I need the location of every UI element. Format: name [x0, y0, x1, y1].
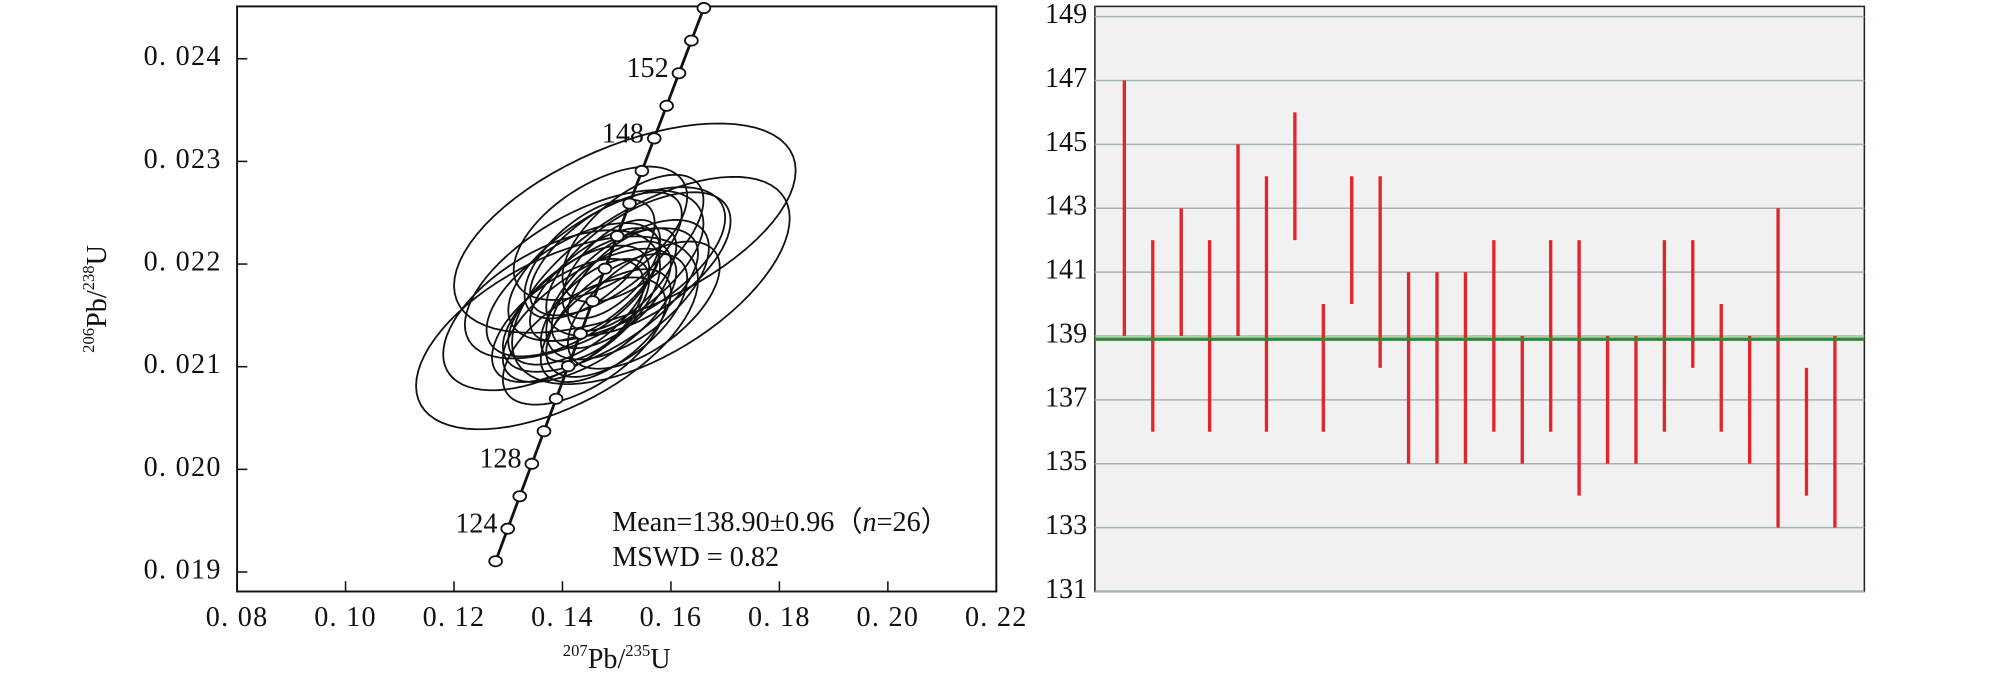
- y-tick-label: 137: [1045, 382, 1087, 413]
- age-marker: [548, 392, 564, 405]
- y-axis-label-part: 206: [79, 328, 98, 353]
- age-marker: [659, 99, 674, 112]
- error-ellipse: [561, 219, 661, 320]
- x-axis-label-part: U: [650, 644, 670, 675]
- annotation: Mean=138.90±0.96（n=26）: [612, 506, 949, 538]
- age-marker: [573, 327, 588, 340]
- y-tick-label: 0. 023: [144, 144, 222, 175]
- age-marker: [536, 425, 552, 438]
- age-label: 128: [479, 444, 521, 475]
- y-tick-label: 0. 019: [144, 554, 222, 585]
- error-ellipse: [485, 222, 661, 358]
- error-ellipse: [539, 268, 672, 383]
- x-tick-label: 0. 14: [531, 602, 594, 633]
- age-marker: [512, 490, 528, 503]
- annotation-part: =26）: [877, 506, 949, 538]
- y-axis-label-part: Pb/: [83, 290, 114, 328]
- age-marker: [684, 34, 699, 47]
- error-ellipse: [567, 240, 721, 370]
- error-ellipse: [545, 219, 710, 361]
- age-label: 152: [626, 53, 668, 84]
- error-ellipse: [523, 198, 656, 320]
- error-ellipse: [501, 276, 667, 406]
- age-marker: [524, 457, 540, 470]
- x-tick-label: 0. 08: [206, 602, 269, 633]
- y-tick-label: 145: [1045, 127, 1087, 158]
- y-tick-label: 0. 022: [144, 247, 222, 278]
- y-axis-label-part: 238: [79, 265, 98, 290]
- y-tick-label: 133: [1045, 510, 1087, 541]
- concordia-curve: [494, 7, 706, 562]
- age-marker: [696, 2, 712, 15]
- x-tick-label: 0. 12: [423, 602, 486, 633]
- age-marker: [597, 262, 613, 275]
- y-tick-label: 0. 020: [144, 452, 222, 483]
- age-marker: [646, 132, 662, 145]
- error-ellipse: [539, 258, 651, 363]
- age-marker: [671, 67, 687, 80]
- y-axis-label-part: U: [83, 245, 114, 265]
- age-marker: [585, 295, 601, 308]
- x-tick-label: 0. 16: [640, 602, 703, 633]
- y-tick-label: 141: [1045, 255, 1087, 286]
- age-marker: [622, 197, 637, 210]
- error-ellipse: [529, 227, 661, 342]
- y-tick-label: 149: [1045, 0, 1087, 30]
- age-marker: [488, 555, 503, 568]
- age-marker: [609, 230, 625, 243]
- error-ellipse: [453, 122, 797, 334]
- x-axis-label-part: 207: [563, 641, 588, 660]
- age-marker: [634, 164, 650, 177]
- y-tick-label: 131: [1045, 574, 1087, 605]
- age-marker: [500, 522, 516, 535]
- x-axis-label-part: 235: [625, 641, 650, 660]
- error-ellipse: [561, 173, 705, 303]
- plot-frame: [236, 5, 998, 593]
- annotation-part: Mean=138.90±0.96（: [612, 506, 862, 538]
- x-tick-label: 0. 20: [856, 602, 919, 633]
- y-axis-label: 206Pb/238U: [79, 245, 113, 353]
- x-tick-label: 0. 18: [748, 602, 811, 633]
- x-axis-label: 207Pb/235U: [563, 641, 671, 675]
- y-tick-label: 0. 021: [144, 349, 222, 380]
- error-ellipse: [511, 175, 791, 385]
- error-ellipse: [529, 191, 683, 317]
- age-label: 124: [455, 509, 497, 540]
- y-tick-label: 135: [1045, 446, 1087, 477]
- x-tick-label: 0. 22: [965, 602, 1028, 633]
- error-ellipse: [550, 240, 672, 350]
- y-tick-label: 147: [1045, 63, 1087, 94]
- x-axis-label-part: Pb/: [588, 644, 626, 675]
- x-tick-label: 0. 10: [314, 602, 377, 633]
- y-tick-label: 143: [1045, 191, 1087, 222]
- y-tick-label: 139: [1045, 318, 1087, 349]
- annotation-part: n: [863, 507, 877, 538]
- age-marker: [560, 360, 576, 373]
- error-ellipse: [442, 229, 661, 392]
- error-ellipse: [501, 247, 678, 383]
- ellipses: [415, 122, 797, 431]
- plot-background: [1094, 5, 1866, 593]
- y-tick-label: 0. 024: [144, 41, 222, 72]
- age-label: 148: [602, 118, 644, 149]
- annotation: MSWD = 0.82: [612, 542, 779, 573]
